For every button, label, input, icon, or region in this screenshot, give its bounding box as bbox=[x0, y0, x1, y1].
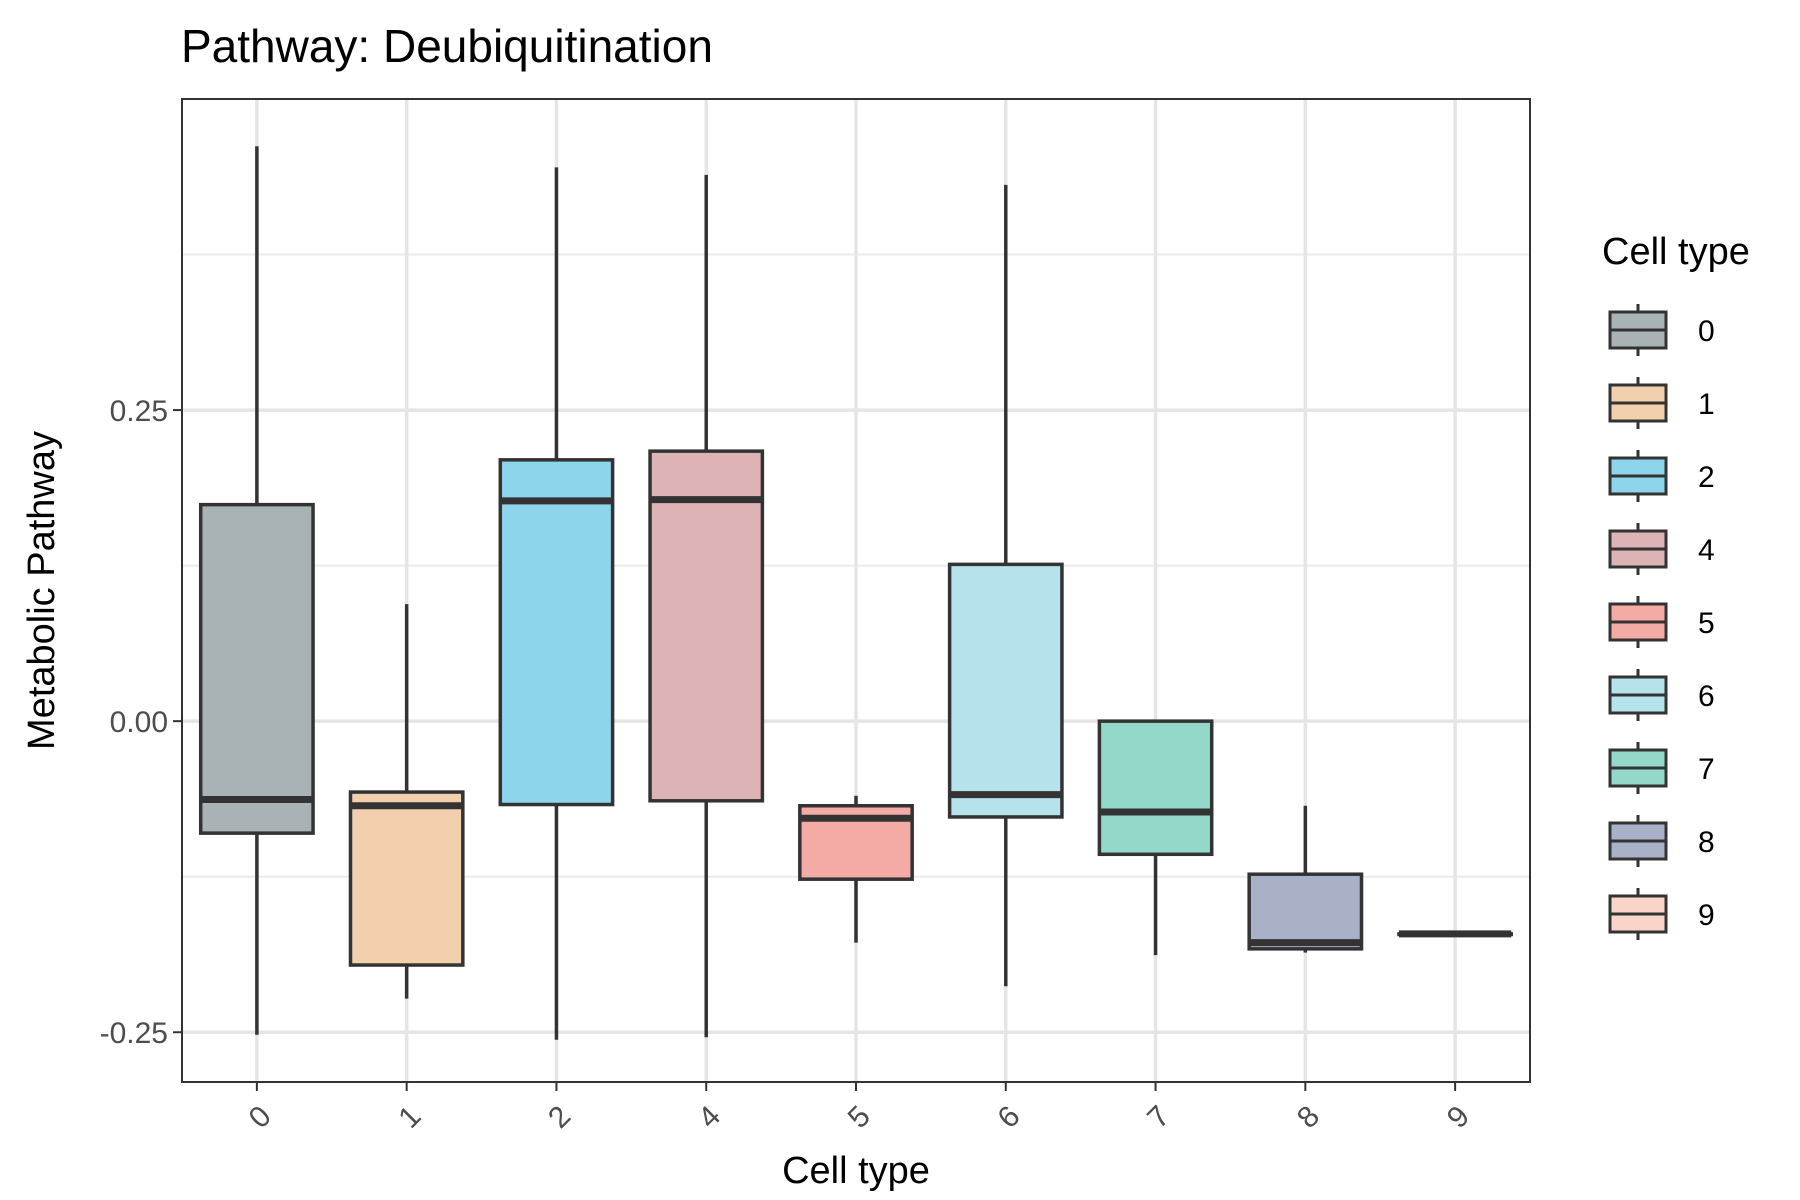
y-tick-label: 0.00 bbox=[110, 706, 168, 739]
box-body bbox=[498, 458, 615, 807]
box-body bbox=[348, 790, 465, 967]
legend-item-6: 6 bbox=[1608, 669, 1715, 721]
legend-item-label: 9 bbox=[1698, 899, 1715, 932]
chart-title: Pathway: Deubiquitination bbox=[181, 20, 713, 72]
box-layer bbox=[198, 146, 1514, 1040]
legend-item-5: 5 bbox=[1608, 596, 1715, 648]
legend-item-label: 8 bbox=[1698, 826, 1715, 859]
x-tick-label: 7 bbox=[1141, 1100, 1176, 1135]
x-tick-label: 2 bbox=[542, 1100, 577, 1135]
x-tick-label: 8 bbox=[1291, 1100, 1326, 1135]
legend-item-7: 7 bbox=[1608, 742, 1715, 794]
y-tick-label: 0.25 bbox=[110, 395, 168, 428]
box-group-1 bbox=[348, 604, 465, 999]
box-group-4 bbox=[648, 174, 765, 1038]
x-tick-label: 1 bbox=[392, 1100, 427, 1135]
legend: Cell type 0 1 2 4 5 6 7 8 9 bbox=[1602, 231, 1750, 940]
y-axis-title: Metabolic Pathway bbox=[21, 431, 63, 750]
legend-item-label: 4 bbox=[1698, 534, 1715, 567]
legend-item-1: 1 bbox=[1608, 377, 1715, 429]
legend-item-label: 5 bbox=[1698, 607, 1715, 640]
legend-item-label: 2 bbox=[1698, 461, 1715, 494]
legend-item-label: 6 bbox=[1698, 680, 1715, 713]
box-group-5 bbox=[798, 795, 914, 943]
legend-item-8: 8 bbox=[1608, 815, 1715, 867]
box-group-9 bbox=[1397, 930, 1514, 938]
box-body bbox=[947, 562, 1064, 819]
y-tick-label: -0.25 bbox=[100, 1017, 168, 1050]
legend-item-4: 4 bbox=[1608, 523, 1715, 575]
legend-item-2: 2 bbox=[1608, 450, 1715, 502]
legend-item-label: 1 bbox=[1698, 388, 1715, 421]
box-body bbox=[198, 502, 315, 835]
box-body bbox=[1097, 719, 1214, 857]
box-group-6 bbox=[947, 184, 1064, 987]
legend-item-9: 9 bbox=[1608, 888, 1715, 940]
box-body bbox=[1247, 872, 1364, 951]
x-tick-label: 5 bbox=[842, 1100, 877, 1135]
box-group-8 bbox=[1247, 805, 1364, 953]
box-group-7 bbox=[1097, 719, 1214, 956]
box-body bbox=[648, 449, 765, 803]
x-axis-title: Cell type bbox=[782, 1150, 930, 1192]
legend-item-0: 0 bbox=[1608, 304, 1715, 356]
box-group-0 bbox=[198, 146, 315, 1035]
x-tick-label: 0 bbox=[243, 1100, 278, 1135]
legend-title: Cell type bbox=[1602, 231, 1750, 273]
x-tick-label: 9 bbox=[1441, 1100, 1476, 1135]
legend-item-label: 0 bbox=[1698, 315, 1715, 348]
box-group-2 bbox=[498, 167, 615, 1040]
legend-item-label: 7 bbox=[1698, 753, 1715, 786]
x-tick-label: 4 bbox=[692, 1100, 727, 1135]
x-tick-label: 6 bbox=[991, 1100, 1026, 1135]
axis-layer: -0.25 0.00 0.25 0 1 2 4 5 6 7 8 9 bbox=[100, 395, 1476, 1135]
